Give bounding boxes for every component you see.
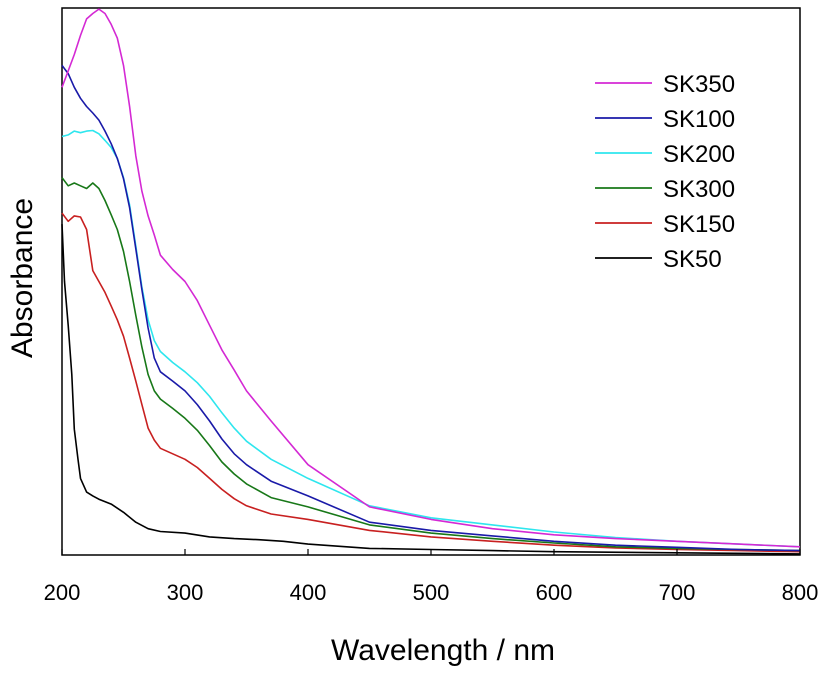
legend-label-sk100: SK100 [663,106,735,133]
series-line-sk300 [61,177,801,552]
series-line-sk150 [61,212,801,553]
x-axis-title: Wavelength / nm [331,634,555,667]
series-line-sk100 [61,64,801,552]
series-layer [61,8,801,555]
legend-label-sk200: SK200 [663,141,735,168]
x-tick-label: 200 [44,580,81,605]
x-tick-label: 400 [290,580,327,605]
legend-label-sk150: SK150 [663,211,735,238]
y-axis-title: Absorbance [6,198,39,358]
x-axis: 200 300 400 500 600 700 800 [44,549,819,605]
x-tick-label: 800 [782,580,819,605]
x-tick-label: 500 [413,580,450,605]
x-tick-label: 600 [536,580,573,605]
legend-label-sk350: SK350 [663,71,735,98]
x-tick-label: 300 [167,580,204,605]
legend-label-sk50: SK50 [663,246,722,273]
x-tick-label: 700 [659,580,696,605]
legend-label-sk300: SK300 [663,176,735,203]
series-line-sk200 [61,129,801,548]
series-line-sk350 [61,8,801,548]
legend: SK350 SK100 SK200 SK300 SK150 SK50 [595,71,735,273]
series-line-sk50 [61,224,801,555]
